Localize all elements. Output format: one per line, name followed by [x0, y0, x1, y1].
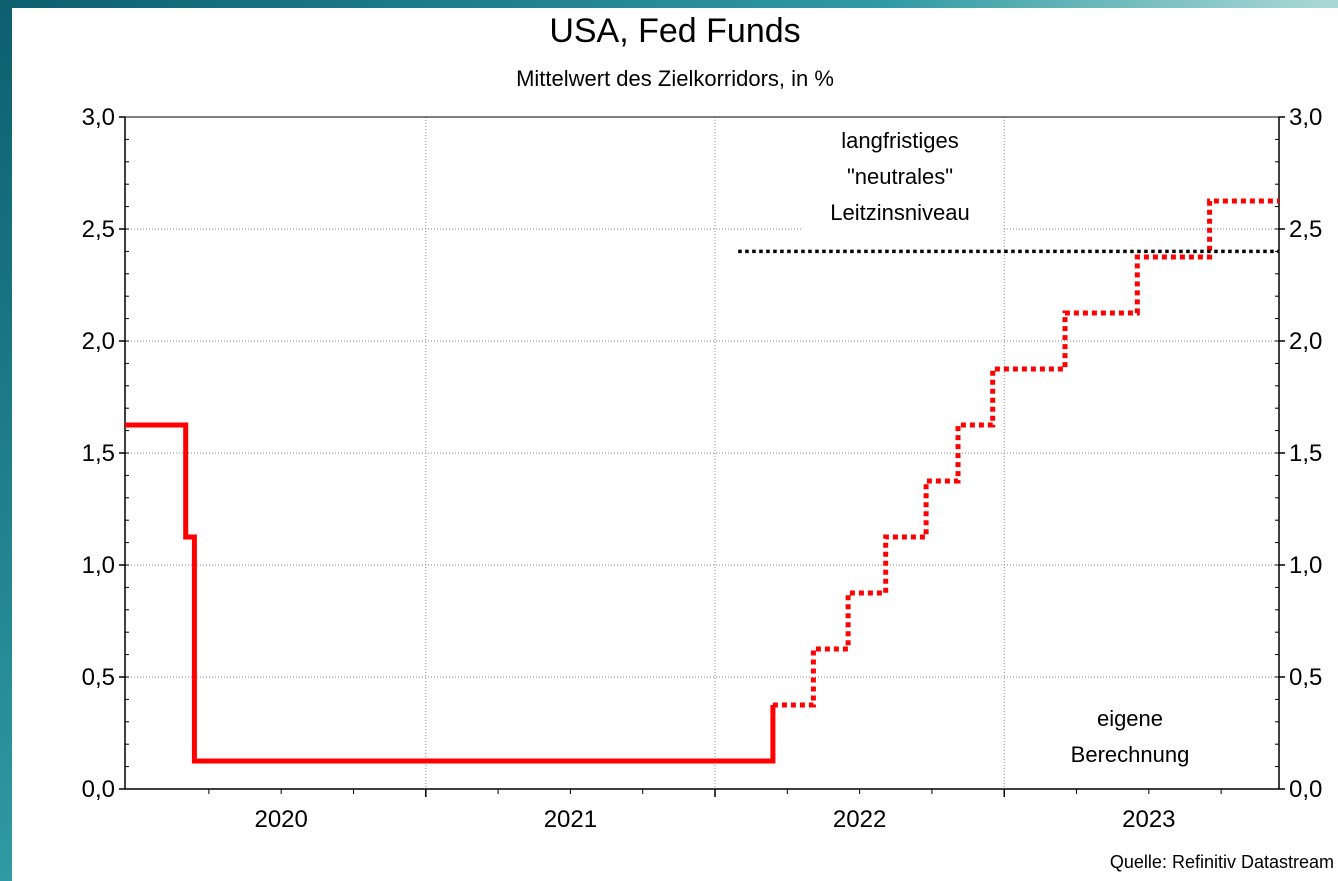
- y-tick-label-left: 2,0: [82, 328, 115, 355]
- y-tick-label-left: 3,0: [82, 104, 115, 131]
- y-tick-label-left: 0,5: [82, 664, 115, 691]
- x-tick-label: 2023: [1122, 806, 1175, 833]
- source-label: Quelle: Refinitiv Datastream: [1110, 852, 1334, 872]
- chart-subtitle: Mittelwert des Zielkorridors, in %: [516, 66, 834, 91]
- y-tick-label-left: 0,0: [82, 776, 115, 803]
- axes: [119, 116, 1285, 797]
- y-tick-label-right: 0,5: [1289, 664, 1322, 691]
- y-tick-label-right: 1,0: [1289, 552, 1322, 579]
- y-tick-label-left: 1,5: [82, 440, 115, 467]
- annotation-neutral-line3: Leitzinsniveau: [830, 200, 969, 225]
- series-line-0: [125, 422, 776, 764]
- y-tick-labels: 0,0 0,0 0,5 0,5 1,0 1,0 1,5 1,5 2,0 2,0 2,5 2,5 3,0 3…: [82, 104, 1323, 803]
- y-tick-label-right: 1,5: [1289, 440, 1322, 467]
- annotation-neutral-line1: langfristiges: [841, 128, 958, 153]
- y-tick-label-left: 1,0: [82, 552, 115, 579]
- annotation-own-line2: Berechnung: [1071, 742, 1190, 767]
- y-tick-label-right: 3,0: [1289, 104, 1322, 131]
- annotation-neutral-line2: "neutrales": [847, 164, 953, 189]
- x-tick-label: 2020: [254, 806, 307, 833]
- y-tick-label-right: 2,5: [1289, 216, 1322, 243]
- grid-lines: [125, 117, 1279, 789]
- x-tick-labels: 2020 2021 2022 2023: [254, 806, 1175, 833]
- series-lines: [125, 198, 1279, 764]
- x-tick-label: 2021: [544, 806, 597, 833]
- annotation-background: [802, 128, 1002, 244]
- x-tick-label: 2022: [833, 806, 886, 833]
- fed-funds-chart: USA, Fed Funds Mittelwert des Zielkorrid…: [82, 12, 1334, 872]
- chart-title: USA, Fed Funds: [549, 12, 800, 50]
- y-tick-label-right: 2,0: [1289, 328, 1322, 355]
- y-tick-label-right: 0,0: [1289, 776, 1322, 803]
- y-tick-label-left: 2,5: [82, 216, 115, 243]
- chart-panel: USA, Fed Funds Mittelwert des Zielkorrid…: [12, 8, 1338, 881]
- annotation-own-line1: eigene: [1097, 706, 1163, 731]
- series-line-1: [772, 198, 1279, 708]
